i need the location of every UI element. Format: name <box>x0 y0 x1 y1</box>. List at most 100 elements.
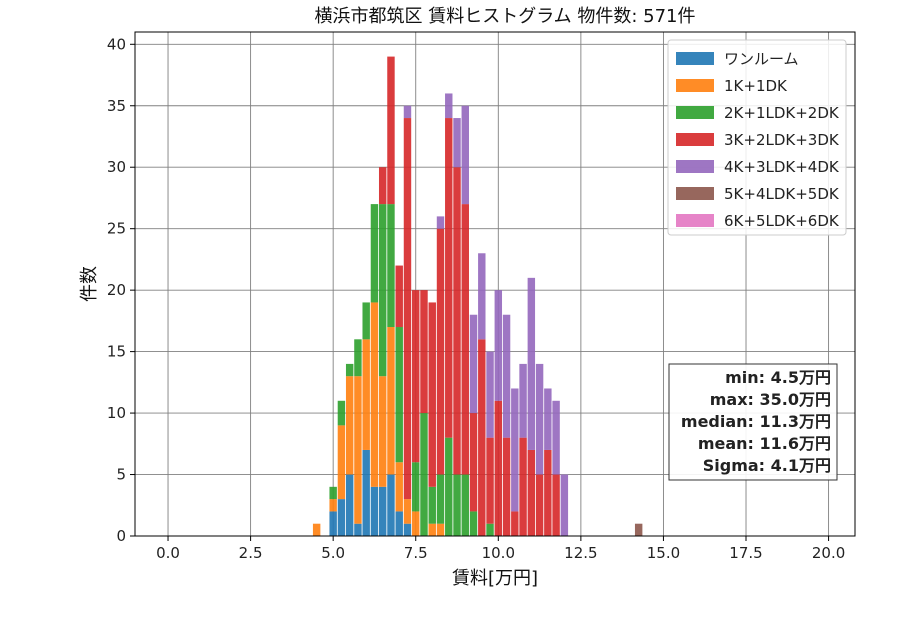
bar-segment <box>420 290 428 414</box>
bar-segment <box>560 474 569 536</box>
bar-segment <box>395 462 403 512</box>
bar-segment <box>461 105 469 205</box>
bar-segment <box>535 363 544 475</box>
plot-frame <box>134 31 856 537</box>
bar-segment <box>511 388 519 512</box>
bar-segment <box>412 511 420 536</box>
bars-group <box>312 56 643 536</box>
x-axis-title: 賃料[万円] <box>452 568 538 589</box>
legend-label: 2K+1LDK+2DK <box>724 104 840 122</box>
bar-segment <box>378 376 387 487</box>
legend-swatch <box>676 52 714 65</box>
bar-segment <box>378 486 387 536</box>
bar-segment <box>527 277 536 450</box>
bar-segment <box>337 499 346 536</box>
chart-title: 横浜市都筑区 賃料ヒストグラム 物件数: 571件 <box>314 6 695 27</box>
bar-segment <box>420 413 428 536</box>
bar-segment <box>370 302 379 487</box>
bar-segment <box>312 523 321 536</box>
x-tick-label: 5.0 <box>321 544 345 562</box>
bar-segment <box>494 290 503 401</box>
x-tick-label: 7.5 <box>404 544 428 562</box>
stats-line: Sigma: 4.1万円 <box>703 456 831 475</box>
legend-swatch <box>676 160 714 173</box>
stats-line: min: 4.5万円 <box>725 368 831 387</box>
bar-segment <box>362 449 370 536</box>
legend-label: 5K+4LDK+5DK <box>724 185 840 203</box>
bar-segment <box>445 118 453 438</box>
bar-segment <box>519 363 527 438</box>
y-axis-title: 件数 <box>79 266 100 302</box>
legend-label: 3K+2LDK+3DK <box>724 131 840 149</box>
stats-line: median: 11.3万円 <box>681 412 831 431</box>
x-tick-label: 10.0 <box>482 544 515 562</box>
bar-segment <box>387 474 395 536</box>
y-tick-label: 30 <box>107 158 126 176</box>
bar-segment <box>354 376 362 524</box>
bar-segment <box>453 118 461 168</box>
bar-segment <box>403 105 412 119</box>
x-tick-label: 15.0 <box>647 544 680 562</box>
bar-segment <box>337 400 346 426</box>
stats-box: min: 4.5万円 max: 35.0万円 median: 11.3万円 mean:… <box>668 363 838 481</box>
y-tick-label: 5 <box>116 466 126 484</box>
bar-segment <box>469 511 478 536</box>
bar-segment <box>436 523 445 536</box>
bar-segment <box>412 290 420 463</box>
stats-box-frame <box>668 363 838 481</box>
bar-segment <box>436 474 445 524</box>
bar-segment <box>428 302 436 487</box>
bar-segment <box>378 204 387 377</box>
bar-segment <box>387 327 395 475</box>
bar-segment <box>445 93 453 119</box>
stats-line: max: 35.0万円 <box>710 390 831 409</box>
bar-segment <box>395 265 403 328</box>
bar-segment <box>345 376 354 475</box>
bar-segment <box>403 499 412 524</box>
legend-label: 4K+3LDK+4DK <box>724 158 840 176</box>
bar-segment <box>329 511 337 536</box>
bar-segment <box>354 523 362 536</box>
y-tick-label: 35 <box>107 97 126 115</box>
bar-segment <box>329 486 337 500</box>
bar-segment <box>453 167 461 475</box>
bar-segment <box>544 449 552 536</box>
bar-segment <box>527 449 536 536</box>
bar-segment <box>634 523 643 536</box>
bar-segment <box>428 523 436 536</box>
y-tick-label: 40 <box>107 35 126 53</box>
bar-segment <box>511 511 519 536</box>
y-tick-label: 25 <box>107 220 126 238</box>
x-tick-label: 20.0 <box>812 544 845 562</box>
bar-segment <box>502 314 511 438</box>
bar-segment <box>378 167 387 205</box>
bar-segment <box>453 474 461 536</box>
x-tick-label: 0.0 <box>156 544 180 562</box>
x-axis-ticks: 0.0 2.5 5.0 7.5 10.0 12.5 15.0 17.5 20.0 <box>156 536 845 562</box>
bar-segment <box>329 499 337 512</box>
bar-segment <box>337 425 346 500</box>
bar-segment <box>469 413 478 512</box>
bar-segment <box>469 314 478 414</box>
legend-label: 6K+5LDK+6DK <box>724 212 840 230</box>
bar-segment <box>478 253 486 340</box>
bar-segment <box>436 216 445 229</box>
legend-label: 1K+1DK <box>724 77 788 95</box>
legend-swatch <box>676 133 714 146</box>
bar-segment <box>552 400 560 475</box>
legend-swatch <box>676 79 714 92</box>
bar-segment <box>486 351 494 438</box>
bar-segment <box>345 363 354 377</box>
bar-segment <box>362 302 370 340</box>
bar-segment <box>395 511 403 536</box>
x-tick-label: 2.5 <box>239 544 263 562</box>
bar-segment <box>387 204 395 328</box>
bar-segment <box>552 474 560 536</box>
bar-segment <box>403 523 412 536</box>
bar-segment <box>502 437 511 536</box>
bar-segment <box>494 400 503 536</box>
bar-segment <box>412 462 420 512</box>
y-tick-label: 15 <box>107 343 126 361</box>
bar-segment <box>354 339 362 377</box>
